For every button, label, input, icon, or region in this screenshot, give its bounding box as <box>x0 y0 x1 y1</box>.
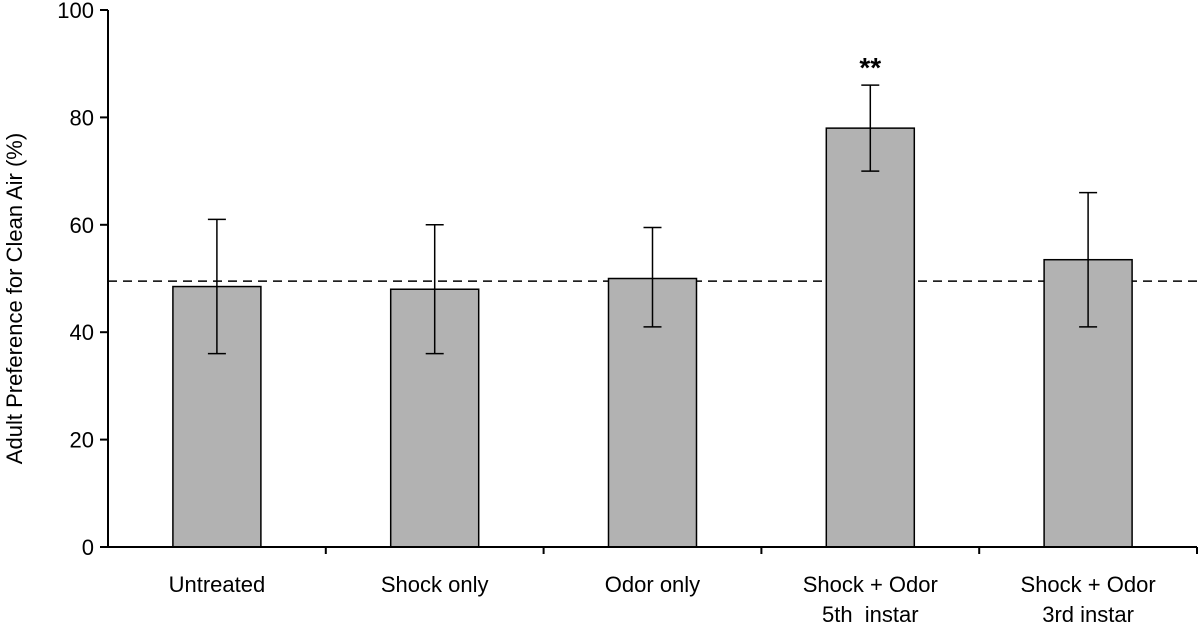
y-tick-label: 20 <box>70 428 94 453</box>
significance-label: ** <box>859 52 881 83</box>
y-tick-label: 100 <box>57 0 94 23</box>
y-tick-label: 80 <box>70 105 94 130</box>
y-axis-title: Adult Preference for Clean Air (%) <box>2 133 27 464</box>
axes-layer <box>100 9 1198 554</box>
category-label: Odor only <box>605 572 700 597</box>
labels-layer: Untreated Shock only Odor only ** Shock + Od… <box>57 0 1155 627</box>
category-label: Shock + Odor 3rd instar <box>1021 572 1156 627</box>
y-tick-label: 0 <box>82 535 94 560</box>
bars-layer <box>172 127 1133 548</box>
category-label: Shock only <box>381 572 489 597</box>
bar <box>825 127 916 548</box>
category-label: Untreated <box>169 572 266 597</box>
y-tick-label: 40 <box>70 320 94 345</box>
y-tick-label: 60 <box>70 213 94 238</box>
error-bars-layer <box>207 84 1098 355</box>
category-label: Shock + Odor 5th instar <box>803 572 938 627</box>
